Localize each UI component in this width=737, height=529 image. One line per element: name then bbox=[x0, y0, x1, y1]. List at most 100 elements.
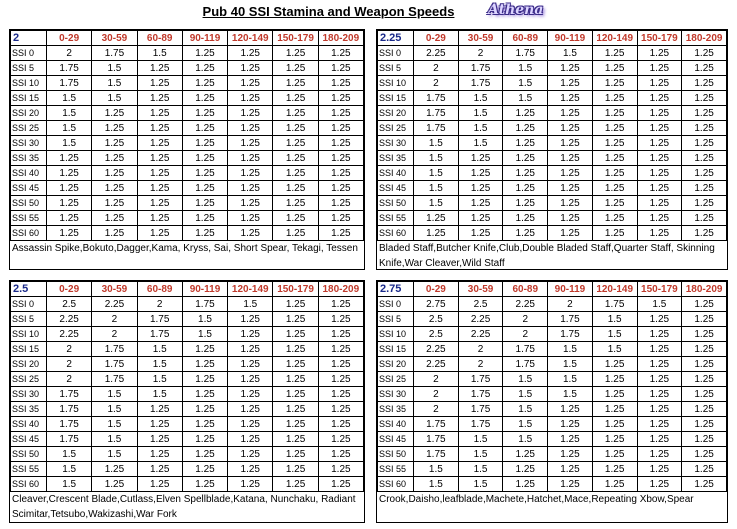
weapon-speed-label: 2.75 bbox=[377, 281, 414, 297]
speed-value-cell: 1.25 bbox=[413, 225, 459, 241]
speed-value-cell: 1.25 bbox=[502, 461, 549, 477]
speed-value-cell: 1.5 bbox=[547, 356, 593, 372]
speed-value-cell: 1.25 bbox=[591, 225, 638, 241]
speed-value-cell: 1.75 bbox=[45, 386, 93, 402]
speed-value-cell: 2 bbox=[45, 45, 93, 61]
speed-value-cell: 1.75 bbox=[91, 45, 138, 61]
ssi-label: SSI 30 bbox=[10, 135, 47, 151]
speed-value-cell: 2.25 bbox=[45, 326, 93, 342]
table-row: SSI 55 1.5 1.5 1.25 1.25 1.25 1.25 1.25 bbox=[377, 461, 727, 477]
ssi-label: SSI 30 bbox=[377, 135, 414, 151]
speed-value-cell: 1.25 bbox=[591, 416, 638, 432]
speed-value-cell: 1.25 bbox=[272, 431, 319, 447]
table-row: SSI 50 1.5 1.5 1.25 1.25 1.25 1.25 1.25 bbox=[10, 446, 365, 462]
speed-value-cell: 1.5 bbox=[413, 150, 459, 166]
speed-value-cell: 1.25 bbox=[591, 386, 638, 402]
speed-value-cell: 1.25 bbox=[636, 446, 683, 462]
stamina-column-header: 90-119 bbox=[547, 30, 593, 46]
table-row: SSI 10 2.25 2 1.75 1.5 1.25 1.25 1.25 bbox=[10, 326, 365, 342]
speed-value-cell: 1.25 bbox=[136, 195, 183, 211]
ssi-label: SSI 50 bbox=[377, 446, 414, 462]
speed-value-cell: 1.5 bbox=[547, 45, 593, 61]
table-row: SSI 0 2 1.75 1.5 1.25 1.25 1.25 1.25 bbox=[10, 45, 365, 61]
speed-value-cell: 1.25 bbox=[547, 105, 593, 121]
ssi-label: SSI 50 bbox=[377, 195, 414, 211]
speed-value-cell: 1.25 bbox=[227, 446, 274, 462]
ssi-label: SSI 40 bbox=[10, 416, 47, 432]
ssi-label: SSI 55 bbox=[377, 461, 414, 477]
table-row: SSI 55 1.5 1.25 1.25 1.25 1.25 1.25 1.25 bbox=[10, 461, 365, 477]
speed-value-cell: 1.25 bbox=[136, 180, 183, 196]
speed-value-cell: 1.25 bbox=[272, 356, 319, 372]
speed-value-cell: 1.25 bbox=[317, 60, 365, 76]
stamina-column-header: 180-209 bbox=[681, 281, 727, 297]
speed-value-cell: 1.25 bbox=[681, 386, 727, 402]
speed-value-cell: 1.5 bbox=[457, 90, 504, 106]
speed-value-cell: 1.5 bbox=[502, 386, 549, 402]
table-row: SSI 35 2 1.75 1.5 1.25 1.25 1.25 1.25 bbox=[377, 401, 727, 417]
speed-value-cell: 1.25 bbox=[272, 195, 319, 211]
table-row: SSI 50 1.75 1.5 1.25 1.25 1.25 1.25 1.25 bbox=[377, 446, 727, 462]
ssi-label: SSI 55 bbox=[10, 461, 47, 477]
stamina-column-header: 90-119 bbox=[547, 281, 593, 297]
speed-value-cell: 1.75 bbox=[591, 296, 638, 312]
speed-value-cell: 1.25 bbox=[272, 386, 319, 402]
speed-value-cell: 1.25 bbox=[636, 120, 683, 136]
speed-value-cell: 2.25 bbox=[45, 311, 93, 327]
speed-value-cell: 1.25 bbox=[636, 195, 683, 211]
speed-value-cell: 1.75 bbox=[457, 75, 504, 91]
speed-value-cell: 1.25 bbox=[636, 225, 683, 241]
header-row: 2.75 0-29 30-59 60-89 90-119 120-149 150-179 18… bbox=[377, 281, 727, 297]
speed-value-cell: 1.25 bbox=[227, 386, 274, 402]
weapon-list: Cleaver,Crescent Blade,Cutlass,Elven Spe… bbox=[12, 494, 356, 520]
speed-value-cell: 1.5 bbox=[547, 371, 593, 387]
speed-value-cell: 1.25 bbox=[181, 371, 229, 387]
speed-value-cell: 1.25 bbox=[502, 446, 549, 462]
speed-value-cell: 1.25 bbox=[227, 45, 274, 61]
stamina-column-header: 150-179 bbox=[272, 281, 319, 297]
stamina-column-header: 90-119 bbox=[181, 281, 229, 297]
speed-value-cell: 1.75 bbox=[413, 431, 459, 447]
ssi-label: SSI 25 bbox=[10, 371, 47, 387]
speed-value-cell: 1.25 bbox=[227, 165, 274, 181]
speed-value-cell: 1.25 bbox=[91, 180, 138, 196]
table-row: SSI 10 2.5 2.25 2 1.75 1.5 1.25 1.25 bbox=[377, 326, 727, 342]
ssi-label: SSI 40 bbox=[10, 165, 47, 181]
stamina-column-header: 60-89 bbox=[136, 281, 183, 297]
speed-value-cell: 1.25 bbox=[317, 476, 365, 492]
speed-value-cell: 1.75 bbox=[413, 120, 459, 136]
ssi-label: SSI 50 bbox=[10, 195, 47, 211]
speed-value-cell: 1.25 bbox=[681, 401, 727, 417]
speed-value-cell: 1.25 bbox=[457, 150, 504, 166]
title-text: Pub 40 SSI Stamina and Weapon Speeds bbox=[202, 4, 455, 19]
table-row: SSI 0 2.75 2.5 2.25 2 1.75 1.5 1.25 bbox=[377, 296, 727, 312]
speed-value-cell: 1.25 bbox=[272, 60, 319, 76]
stamina-column-header: 120-149 bbox=[591, 30, 638, 46]
speed-value-cell: 1.25 bbox=[636, 135, 683, 151]
speed-value-cell: 1.5 bbox=[413, 461, 459, 477]
speed-value-cell: 1.25 bbox=[681, 195, 727, 211]
speed-value-cell: 1.25 bbox=[227, 401, 274, 417]
table-row: SSI 50 1.25 1.25 1.25 1.25 1.25 1.25 1.25 bbox=[10, 195, 365, 211]
speed-value-cell: 1.25 bbox=[681, 356, 727, 372]
table-row: SSI 60 1.5 1.5 1.25 1.25 1.25 1.25 1.25 bbox=[377, 476, 727, 492]
ssi-label: SSI 45 bbox=[10, 180, 47, 196]
speed-value-cell: 1.5 bbox=[136, 356, 183, 372]
speed-value-cell: 1.5 bbox=[502, 60, 549, 76]
speed-value-cell: 1.25 bbox=[181, 386, 229, 402]
table-row: SSI 5 2.5 2.25 2 1.75 1.5 1.25 1.25 bbox=[377, 311, 727, 327]
speed-value-cell: 1.25 bbox=[136, 431, 183, 447]
speed-value-cell: 1.5 bbox=[413, 165, 459, 181]
speed-value-cell: 1.25 bbox=[227, 225, 274, 241]
speed-value-cell: 1.5 bbox=[502, 416, 549, 432]
speed-value-cell: 1.25 bbox=[272, 150, 319, 166]
ssi-label: SSI 50 bbox=[10, 446, 47, 462]
ssi-label: SSI 60 bbox=[10, 476, 47, 492]
stamina-column-header: 180-209 bbox=[681, 30, 727, 46]
ssi-label: SSI 45 bbox=[10, 431, 47, 447]
speed-value-cell: 1.25 bbox=[547, 75, 593, 91]
speed-value-cell: 1.25 bbox=[181, 461, 229, 477]
speed-value-cell: 1.25 bbox=[681, 476, 727, 492]
table-row: SSI 5 1.75 1.5 1.25 1.25 1.25 1.25 1.25 bbox=[10, 60, 365, 76]
speed-value-cell: 1.25 bbox=[181, 60, 229, 76]
